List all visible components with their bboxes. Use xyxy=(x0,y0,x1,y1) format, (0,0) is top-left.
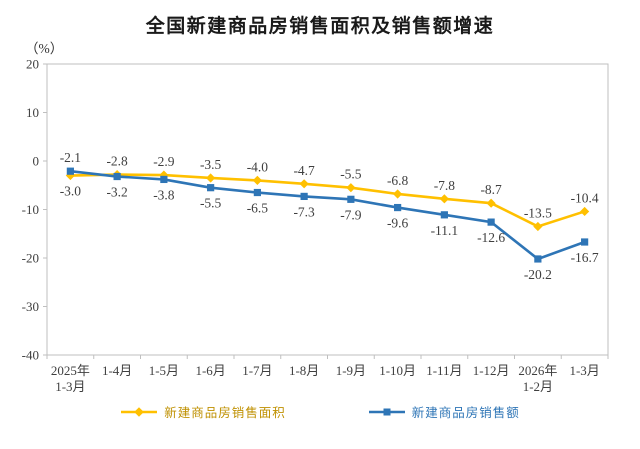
diamond-marker-icon xyxy=(346,183,356,193)
diamond-marker-icon xyxy=(206,173,216,183)
legend-diamond-marker-icon xyxy=(134,406,145,417)
data-label: -11.1 xyxy=(431,223,459,238)
series-line-0 xyxy=(70,173,586,228)
square-marker-icon xyxy=(534,255,542,263)
chart-title: 全国新建商品房销售面积及销售额增速 xyxy=(145,16,495,37)
x-axis-label: 1-12月 xyxy=(473,363,510,378)
x-axis-label: 2026年 xyxy=(518,363,557,378)
diamond-marker-icon xyxy=(159,170,169,180)
diamond-marker-icon xyxy=(252,175,262,185)
data-label: -3.5 xyxy=(200,157,222,172)
data-label: -8.7 xyxy=(480,182,502,197)
square-marker-icon xyxy=(347,195,355,203)
legend-square-marker-icon xyxy=(383,408,391,415)
square-marker-icon xyxy=(440,211,448,219)
square-marker-icon xyxy=(581,238,589,246)
data-label: -7.8 xyxy=(434,178,456,193)
data-label: -6.8 xyxy=(387,173,409,188)
data-label: -3.2 xyxy=(106,185,127,200)
square-marker-icon xyxy=(394,203,402,212)
data-label: -5.5 xyxy=(340,167,362,182)
diamond-marker-icon xyxy=(393,189,403,199)
data-label: -5.5 xyxy=(200,196,222,211)
square-marker-icon xyxy=(207,184,215,192)
chart-legend: 新建商品房销售面积 新建商品房销售额 xyxy=(0,402,640,421)
legend-swatch-amount xyxy=(368,408,405,415)
x-axis-label: 1-3月 xyxy=(55,379,85,394)
x-axis-label: 1-10月 xyxy=(379,363,416,378)
diamond-marker-icon xyxy=(299,179,309,189)
x-axis-label: 1-5月 xyxy=(149,363,179,378)
data-label: -12.6 xyxy=(477,230,505,245)
x-axis-label: 1-9月 xyxy=(336,363,366,378)
diamond-marker-icon xyxy=(486,198,496,208)
x-axis-label: 1-2月 xyxy=(523,379,553,394)
y-axis-tick-label: 10 xyxy=(26,105,39,120)
legend-item-sales-amount: 新建商品房销售额 xyxy=(368,402,520,421)
data-label: -6.5 xyxy=(247,201,269,216)
y-axis-tick-label: -30 xyxy=(22,299,39,314)
data-label: -20.2 xyxy=(524,267,552,282)
legend-swatch-area xyxy=(121,406,158,417)
data-label: -13.5 xyxy=(524,205,552,220)
x-axis-label: 1-3月 xyxy=(569,363,599,378)
diamond-marker-icon xyxy=(580,206,590,217)
diamond-marker-icon xyxy=(65,170,75,181)
x-axis-label: 1-8月 xyxy=(289,363,319,378)
series-line-1 xyxy=(70,169,586,261)
x-axis-label: 2025年 xyxy=(51,363,90,378)
data-label: -16.7 xyxy=(571,250,599,265)
x-axis-label: 1-6月 xyxy=(195,363,225,378)
data-label: -2.8 xyxy=(106,154,128,169)
data-label: -3.0 xyxy=(60,184,82,199)
data-label: -10.4 xyxy=(571,190,599,205)
diamond-marker-icon xyxy=(533,221,543,232)
square-marker-icon xyxy=(487,218,495,226)
y-axis-tick-label: -20 xyxy=(22,251,39,266)
legend-label-sales-area: 新建商品房销售面积 xyxy=(164,406,286,420)
square-marker-icon xyxy=(253,188,261,197)
legend-label-sales-amount: 新建商品房销售额 xyxy=(411,406,520,420)
y-axis-unit-label: （%） xyxy=(25,41,64,56)
y-axis-tick-label: -40 xyxy=(22,348,39,363)
x-axis-label: 1-11月 xyxy=(426,363,462,378)
data-label: -2.9 xyxy=(153,154,175,169)
data-label: -7.9 xyxy=(340,207,362,222)
data-label: -3.8 xyxy=(153,187,175,202)
data-label: -4.0 xyxy=(247,159,269,174)
square-marker-icon xyxy=(113,172,121,181)
square-marker-icon xyxy=(160,175,168,184)
y-axis-tick-label: -10 xyxy=(22,202,39,217)
x-axis-label: 1-4月 xyxy=(102,363,132,378)
data-label: -4.7 xyxy=(293,163,315,178)
square-marker-icon xyxy=(300,192,308,201)
y-axis-tick-label: 0 xyxy=(33,154,40,169)
data-label: -9.6 xyxy=(387,216,409,231)
diamond-marker-icon xyxy=(439,194,449,204)
data-label: -7.3 xyxy=(293,204,315,219)
square-marker-icon xyxy=(66,167,74,175)
data-label: -2.1 xyxy=(60,150,81,165)
legend-item-sales-area: 新建商品房销售面积 xyxy=(120,402,286,421)
x-axis-label: 1-7月 xyxy=(242,363,272,378)
y-axis-tick-label: 20 xyxy=(26,57,39,72)
